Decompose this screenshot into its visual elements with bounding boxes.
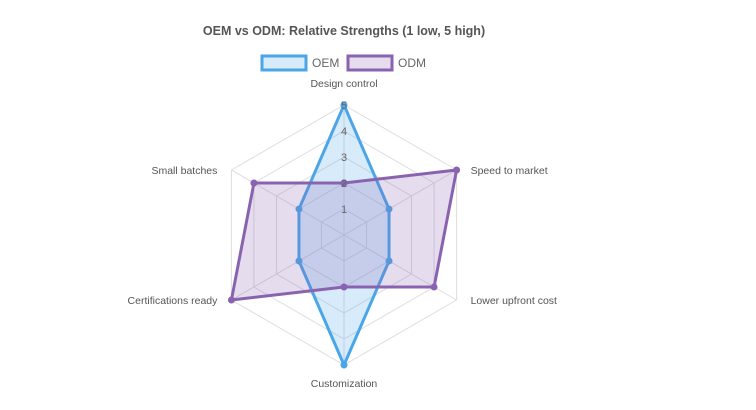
tick-label: 1 [341,204,347,216]
axis-label: Lower upfront cost [471,295,557,307]
axis-label: Customization [311,378,378,390]
axis-labels: Design control Speed to market Lower upfro… [128,78,558,390]
data-point-oem[interactable] [295,257,303,265]
legend-item-odm[interactable]: ODM [346,54,426,72]
axis-label: Speed to market [471,165,548,177]
series-layer [227,101,461,369]
legend-swatch [346,54,394,72]
tick-label: 2 [341,178,347,190]
grid-spoke [343,169,457,236]
series-oem [295,101,393,369]
axis-label: Certifications ready [128,295,219,307]
tick-label: 3 [341,152,347,164]
legend-label: OEM [312,56,339,70]
axis-label: Small batches [151,165,217,177]
data-point-oem[interactable] [340,361,348,369]
data-point-odm[interactable] [227,296,235,304]
data-point-odm[interactable] [340,283,348,291]
legend: OEM ODM [260,54,426,72]
series-odm [227,166,461,304]
chart-title: OEM vs ODM: Relative Strengths (1 low, 5… [203,24,485,38]
axis-label: Design control [310,78,377,90]
legend-label: ODM [398,56,426,70]
data-point-odm[interactable] [430,283,438,291]
data-point-oem[interactable] [385,205,393,213]
data-point-oem[interactable] [385,257,393,265]
data-point-oem[interactable] [295,205,303,213]
legend-item-oem[interactable]: OEM [260,54,339,72]
data-point-odm[interactable] [453,166,461,174]
legend-swatch [260,54,308,72]
data-point-oem[interactable] [340,101,348,109]
grid-spoke [231,169,345,236]
grid-spoke [343,234,457,301]
data-point-odm[interactable] [250,179,258,187]
tick-label: 5 [341,100,347,112]
tick-label: 4 [341,126,347,138]
tick-labels: 1 2 3 4 5 [341,100,347,216]
grid-spoke [231,234,345,301]
data-point-odm[interactable] [340,179,348,187]
